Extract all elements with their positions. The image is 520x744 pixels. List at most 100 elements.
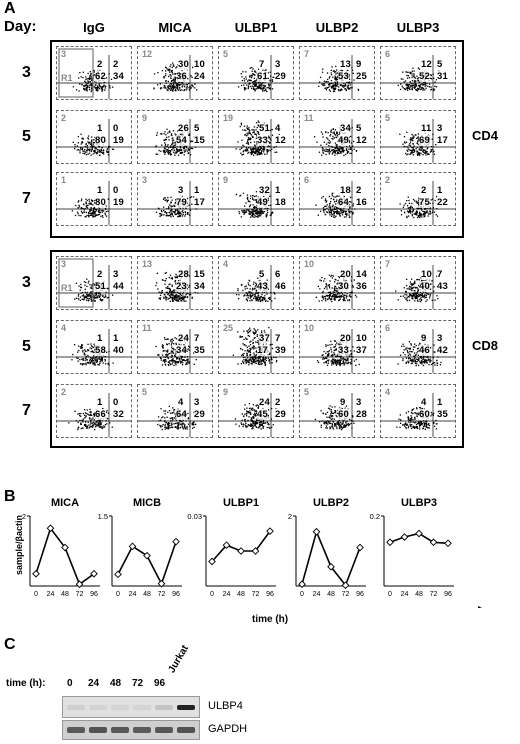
quadrant-percent: 5 <box>194 123 200 134</box>
quadrant-percent: 34 <box>340 123 351 134</box>
column-header: ULBP2 <box>315 20 359 35</box>
y-tick-label: 0.2 <box>370 512 380 521</box>
quadrant-percent: 2 <box>113 59 119 70</box>
dot-cloud <box>300 119 374 163</box>
gate-percent: 7 <box>385 259 391 269</box>
quadrant-percent: 18 <box>275 197 286 208</box>
quadrant-percent: 30 <box>178 59 189 70</box>
quadrant-percent: 36 <box>356 281 367 292</box>
day-label: 3 <box>22 64 31 81</box>
dot-plot: 2 1 0 80 19 <box>56 110 132 164</box>
data-point <box>312 527 321 536</box>
day-label: 5 <box>22 128 31 145</box>
quadrant-percent: 34 <box>176 345 187 356</box>
dot-plot: 2 2 1 75 22 <box>380 172 456 226</box>
gate-percent: 13 <box>142 259 153 269</box>
gate-percent: 5 <box>223 49 229 59</box>
quadrant-percent: 64 <box>338 197 349 208</box>
quadrant-percent: 18 <box>340 185 351 196</box>
series-line <box>211 530 271 563</box>
x-tick-label: 96 <box>266 591 274 598</box>
data-point <box>341 581 350 590</box>
quadrant-percent: 26 <box>178 123 189 134</box>
quadrant-percent: 7 <box>437 269 443 280</box>
quadrant-percent: 66 <box>95 409 106 420</box>
lane-label: 0 <box>67 678 73 689</box>
lane-label: 72 <box>132 678 144 689</box>
x-tick-label: 0 <box>116 591 120 598</box>
x-tick-label: 96 <box>444 591 452 598</box>
gate-percent: 10 <box>304 259 315 269</box>
quadrant-percent: 7 <box>275 333 281 344</box>
quadrant-percent: 16 <box>356 197 367 208</box>
data-point <box>222 541 231 550</box>
line-charts: MICA 2 0 24 48 72 96 MICB 1.5 0 24 48 72 96 ULBP1 0.03 0… <box>22 498 482 608</box>
quadrant-percent: 80 <box>95 197 106 208</box>
gate-percent: 5 <box>142 387 148 397</box>
dot-cloud <box>138 181 212 225</box>
quadrant-percent: 20 <box>340 333 351 344</box>
quadrant-percent: 36 <box>176 71 187 82</box>
x-tick-label: 48 <box>237 591 245 598</box>
quadrant-percent: 3 <box>113 269 119 280</box>
quadrant-percent: 13 <box>340 59 351 70</box>
gate-percent: 5 <box>385 113 391 123</box>
gel-band <box>67 705 85 710</box>
x-axis-label: time (h) <box>252 614 289 625</box>
quadrant-percent: 0 <box>113 397 119 408</box>
group-box-cd4 <box>50 40 464 238</box>
x-tick-label: 72 <box>342 591 350 598</box>
gate-percent: 4 <box>385 387 391 397</box>
quadrant-percent: 15 <box>194 269 205 280</box>
quadrant-percent: 2 <box>97 269 103 280</box>
dot-plot: 1 1 0 80 19 <box>56 172 132 226</box>
group-box-cd8 <box>50 250 464 448</box>
dot-plot: 5 4 3 64 29 <box>137 384 213 438</box>
quadrant-percent: 17 <box>437 135 448 146</box>
quadrant-percent: 44 <box>113 281 124 292</box>
gel-band <box>133 705 151 710</box>
quadrant-percent: 40 <box>113 345 124 356</box>
quadrant-percent: 4 <box>275 123 281 134</box>
gate-percent: 7 <box>304 49 310 59</box>
quadrant-percent: 0 <box>113 123 119 134</box>
quadrant-percent: 34 <box>194 281 205 292</box>
gate-percent: 5 <box>304 387 310 397</box>
gate-percent: 6 <box>385 323 391 333</box>
series-line <box>117 541 177 586</box>
quadrant-percent: 24 <box>194 71 205 82</box>
quadrant-percent: 29 <box>275 409 286 420</box>
gate-percent: 2 <box>61 387 67 397</box>
quadrant-percent: 2 <box>275 397 281 408</box>
quadrant-percent: 10 <box>194 59 205 70</box>
day-label: 5 <box>22 338 31 355</box>
chart-title: ULBP3 <box>401 498 437 509</box>
quadrant-percent: 17 <box>194 197 205 208</box>
quadrant-percent: 33 <box>338 345 349 356</box>
quadrant-percent: 22 <box>437 197 448 208</box>
x-tick-label: 72 <box>430 591 438 598</box>
data-point <box>444 539 452 548</box>
dot-cloud <box>219 265 293 309</box>
lane-label: 24 <box>88 678 100 689</box>
quadrant-percent: 46 <box>275 281 286 292</box>
quadrant-percent: 37 <box>356 345 367 356</box>
quadrant-percent: 23 <box>176 281 187 292</box>
dot-plot: 4 4 1 60 35 <box>380 384 456 438</box>
quadrant-percent: 39 <box>275 345 286 356</box>
quadrant-percent: 1 <box>97 397 103 408</box>
quadrant-percent: 49 <box>338 135 349 146</box>
data-point <box>356 543 364 552</box>
quadrant-percent: 40 <box>419 281 430 292</box>
gate-percent: 6 <box>304 175 310 185</box>
quadrant-percent: 79 <box>176 197 187 208</box>
x-tick-label: 24 <box>313 591 321 598</box>
gate-percent: 4 <box>61 323 67 333</box>
quadrant-percent: 19 <box>113 197 124 208</box>
dot-plot: 9 32 1 49 18 <box>218 172 294 226</box>
data-point <box>266 527 274 536</box>
gate-percent: 3 <box>61 49 67 59</box>
dot-cloud <box>381 55 455 99</box>
quadrant-percent: 46 <box>419 345 430 356</box>
dot-plot: 6 12 5 52 31 <box>380 46 456 100</box>
